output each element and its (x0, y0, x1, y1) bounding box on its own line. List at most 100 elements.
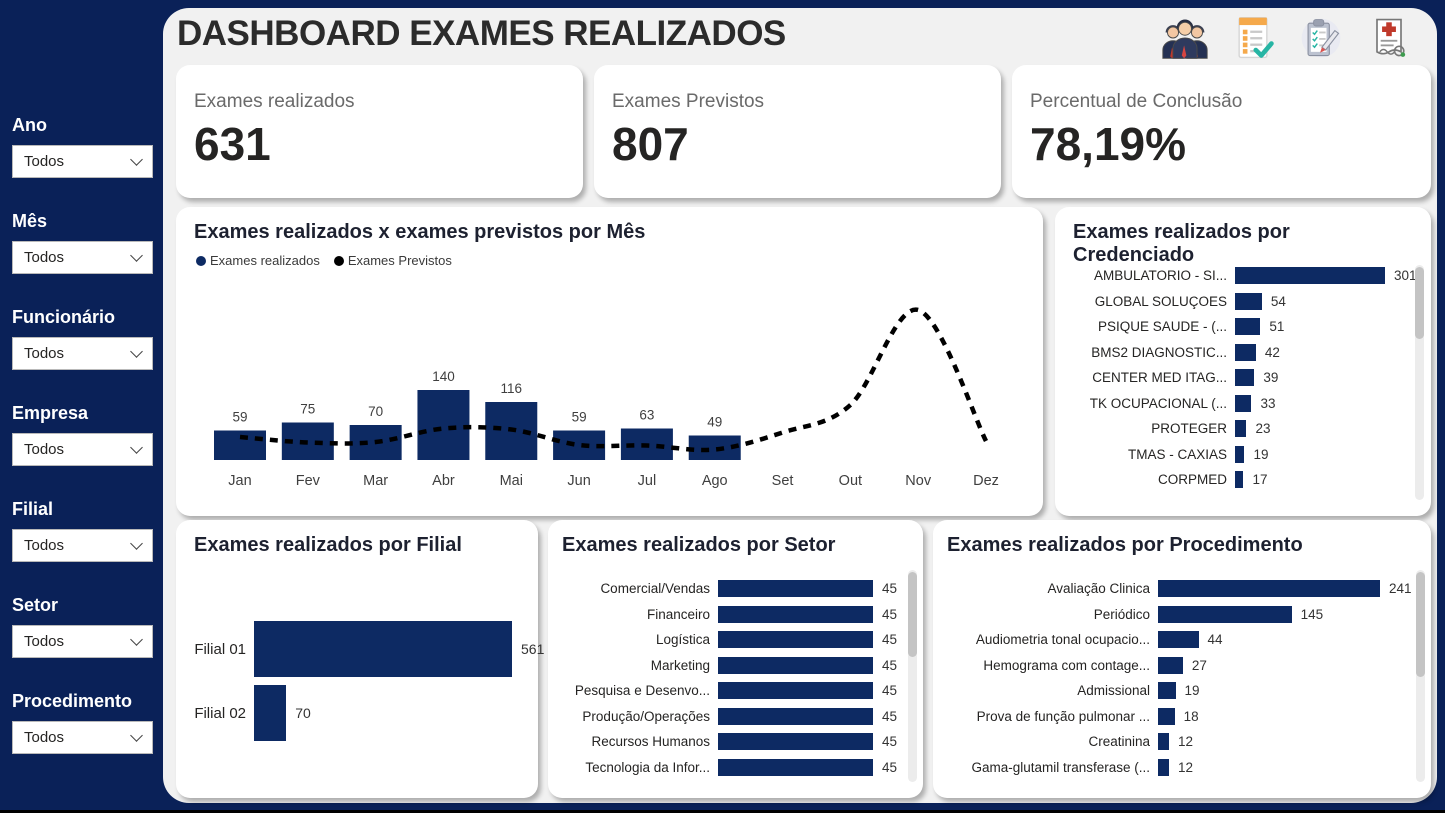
bar-row[interactable]: Prova de função pulmonar ... 18 (945, 704, 1409, 730)
bar-row[interactable]: Hemograma com contage... 27 (945, 653, 1409, 679)
bar-row[interactable]: Marketing 45 (560, 653, 901, 679)
chart-card-mes: Exames realizados x exames previstos por… (176, 207, 1043, 516)
bar[interactable] (718, 631, 873, 649)
bar[interactable] (718, 656, 873, 674)
bar-row[interactable]: Recursos Humanos 45 (560, 729, 901, 755)
bar[interactable] (1158, 656, 1183, 674)
combo-chart[interactable]: 59 75 70 140 116 59 63 49 Jan Fev Mar Abr Mai Jun Jul A… (194, 270, 1032, 508)
chart-card-filial: Exames realizados por Filial Filial 01 56… (176, 520, 544, 798)
bar[interactable] (254, 621, 512, 677)
bar[interactable] (1158, 758, 1170, 776)
month-axis-label: Mai (500, 473, 523, 489)
bar[interactable] (1235, 394, 1252, 412)
bar-category-label: Marketing (650, 657, 710, 673)
ano-filter-dropdown[interactable]: Todos (12, 145, 153, 178)
bar-row[interactable]: CORPMED 17 (1067, 467, 1409, 493)
mes-filter-dropdown[interactable]: Todos (12, 241, 153, 274)
bar[interactable] (1235, 292, 1262, 310)
bar-category-label: Filial 02 (194, 704, 246, 722)
bar-row[interactable]: CENTER MED ITAG... 39 (1067, 365, 1409, 391)
bar[interactable] (718, 580, 873, 598)
bar[interactable] (718, 758, 873, 776)
bar-row[interactable]: Pesquisa e Desenvo... 45 (560, 678, 901, 704)
bar[interactable] (1158, 733, 1170, 751)
chevron-down-icon (130, 345, 143, 358)
filial-filter-dropdown[interactable]: Todos (12, 529, 153, 562)
bar[interactable] (1158, 605, 1292, 623)
scrollbar-track[interactable] (1416, 570, 1425, 782)
scrollbar-thumb[interactable] (1415, 267, 1424, 339)
checklist-icon[interactable] (1229, 15, 1277, 61)
bar-row[interactable]: Audiometria tonal ocupacio... 44 (945, 627, 1409, 653)
bar-row[interactable]: Tecnologia da Infor... 45 (560, 755, 901, 781)
bar[interactable] (1158, 707, 1175, 725)
scrollbar-thumb[interactable] (908, 572, 917, 657)
setor-bars: Comercial/Vendas 45 Financeiro 45 Logística 4… (560, 576, 901, 780)
bar[interactable] (718, 605, 873, 623)
scrollbar-thumb[interactable] (1416, 572, 1425, 677)
month-axis-label: Abr (432, 473, 455, 489)
scrollbar-track[interactable] (908, 570, 917, 782)
bar[interactable] (1158, 631, 1199, 649)
bar[interactable] (1235, 318, 1261, 336)
scrollbar-track[interactable] (1415, 265, 1424, 500)
bar-row[interactable]: TK OCUPACIONAL (... 33 (1067, 391, 1409, 417)
legend-item-realizados[interactable]: Exames realizados (196, 253, 320, 268)
bar-category-label: GLOBAL SOLUÇOES (1094, 293, 1227, 309)
bar-row[interactable]: Avaliação Clinica 241 (945, 576, 1412, 602)
procedimento-filter-dropdown[interactable]: Todos (12, 721, 153, 754)
legend-item-previstos[interactable]: Exames Previstos (333, 253, 452, 268)
bar[interactable] (1158, 682, 1176, 700)
previstos-line[interactable] (239, 307, 989, 453)
bar-row[interactable]: BMS2 DIAGNOSTIC... 42 (1067, 340, 1409, 366)
bar-row[interactable]: Filial 01 561 (188, 620, 544, 678)
bar-value-label: 59 (572, 410, 587, 425)
bar[interactable] (1158, 580, 1380, 598)
bar[interactable] (1235, 420, 1247, 438)
bar[interactable] (254, 685, 287, 741)
bar-row[interactable]: GLOBAL SOLUÇOES 54 (1067, 289, 1409, 315)
bar[interactable] (1235, 445, 1245, 463)
bar-category-label: Filial 01 (194, 640, 246, 658)
setor-filter-dropdown[interactable]: Todos (12, 625, 153, 658)
bar-row[interactable]: Admissional 19 (945, 678, 1409, 704)
clipboard-edit-icon[interactable] (1297, 15, 1345, 61)
bar[interactable] (718, 707, 873, 725)
bar-value-label: 45 (882, 581, 898, 597)
month-bar[interactable] (417, 390, 470, 460)
bar-row[interactable]: Periódico 145 (945, 602, 1409, 628)
bar[interactable] (1235, 343, 1256, 361)
medical-report-icon[interactable] (1365, 15, 1413, 61)
bar[interactable] (1235, 369, 1255, 387)
bar-row[interactable]: PROTEGER 23 (1067, 416, 1409, 442)
month-axis-label: Ago (702, 473, 728, 489)
bar-value-label: 70 (295, 705, 311, 721)
month-bar[interactable] (214, 430, 266, 461)
bar-row[interactable]: AMBULATORIO - SI... 301 (1067, 263, 1417, 289)
bar-row[interactable]: Filial 02 70 (188, 684, 524, 742)
bar[interactable] (1235, 267, 1385, 285)
bar-row[interactable]: PSIQUE SAUDE - (... 51 (1067, 314, 1409, 340)
bar-row[interactable]: TMAS - CAXIAS 19 (1067, 442, 1409, 468)
funcionario-filter-dropdown[interactable]: Todos (12, 337, 153, 370)
chevron-down-icon (130, 633, 143, 646)
bar-row[interactable]: Produção/Operações 45 (560, 704, 901, 730)
team-icon[interactable] (1161, 15, 1209, 61)
bar[interactable] (718, 682, 873, 700)
legend-dot-icon (196, 255, 206, 266)
bar-row[interactable]: Logística 45 (560, 627, 901, 653)
bar-value-label: 116 (501, 381, 523, 396)
bar-row[interactable]: Creatinina 12 (945, 729, 1409, 755)
bar-row[interactable]: Financeiro 45 (560, 602, 901, 628)
kpi-card-percentual-conclusao: Percentual de Conclusão 78,19% (1012, 65, 1431, 198)
credenciado-bars: AMBULATORIO - SI... 301 GLOBAL SOLUÇOES 54 P… (1067, 263, 1417, 493)
bar-category-label: CENTER MED ITAG... (1092, 370, 1227, 386)
bar-row[interactable]: Gama-glutamil transferase (... 12 (945, 755, 1409, 781)
bar-row[interactable]: Comercial/Vendas 45 (560, 576, 901, 602)
bar-category-label: AMBULATORIO - SI... (1093, 268, 1227, 284)
empresa-filter-dropdown[interactable]: Todos (12, 433, 153, 466)
bar[interactable] (1235, 471, 1244, 489)
bar-value-label: 49 (707, 415, 722, 430)
bar[interactable] (718, 733, 873, 751)
